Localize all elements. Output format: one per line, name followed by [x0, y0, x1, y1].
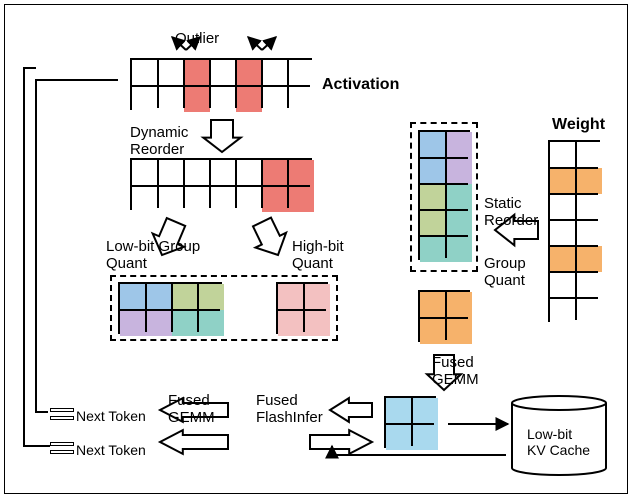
block-arrow-0	[201, 120, 242, 189]
label-fused_gemm_top: Fused GEMM	[432, 354, 479, 389]
cell	[210, 186, 236, 212]
label-fused_flash: Fused FlashInfer	[256, 392, 323, 427]
cell	[550, 142, 576, 168]
cell	[576, 194, 602, 220]
label-kv_cache: Low-bit KV Cache	[527, 426, 590, 458]
cell	[262, 86, 288, 112]
label-dynamic_reorder: Dynamic Reorder	[130, 124, 188, 159]
cell	[576, 168, 602, 194]
polyline-17	[18, 62, 62, 458]
cell	[550, 220, 576, 246]
cell	[132, 60, 158, 86]
cell	[576, 272, 602, 298]
line-arrow-15	[320, 434, 344, 467]
label-fused_gemm_l: Fused GEMM	[168, 392, 215, 427]
cell	[550, 298, 576, 324]
label-highbit_quant: High-bit Quant	[292, 238, 344, 273]
cell	[446, 318, 472, 344]
grid-weight_top	[548, 140, 600, 322]
cell	[288, 186, 314, 212]
cell	[158, 160, 184, 186]
cell	[576, 246, 602, 272]
cell	[576, 220, 602, 246]
cell	[210, 60, 236, 86]
cell	[288, 160, 314, 186]
cell	[132, 86, 158, 112]
label-static_reorder: Static Reorder	[484, 195, 538, 230]
block-arrow-8	[136, 428, 228, 456]
label-next_token1: Next Token	[76, 408, 146, 424]
grid-activation_top	[130, 58, 312, 110]
cell	[184, 86, 210, 112]
grid-weight_group2	[418, 290, 470, 342]
cell	[262, 60, 288, 86]
label-activation: Activation	[322, 76, 399, 94]
dashbox-weight_reorder	[410, 122, 478, 272]
dashbox-lowhigh	[110, 275, 338, 341]
cell	[132, 160, 158, 186]
cell	[550, 194, 576, 220]
label-outlier: Outlier	[175, 30, 219, 47]
cell	[132, 186, 158, 212]
line-arrow-14	[318, 443, 518, 467]
line-arrow-12	[250, 25, 288, 62]
cell	[158, 60, 184, 86]
line-arrow-13	[436, 412, 520, 436]
cell	[550, 272, 576, 298]
cell	[158, 186, 184, 212]
cell	[236, 86, 262, 112]
cell	[446, 292, 472, 318]
cell	[262, 160, 288, 186]
cell	[550, 246, 576, 272]
label-next_token2: Next Token	[76, 442, 146, 458]
cell	[288, 60, 314, 86]
cell	[262, 186, 288, 212]
cell	[576, 298, 602, 324]
cell	[386, 398, 412, 424]
cell	[236, 186, 262, 212]
cell	[288, 86, 314, 112]
cell	[210, 86, 236, 112]
label-group_quant_r: Group Quant	[484, 255, 526, 290]
cell	[420, 292, 446, 318]
cell	[184, 60, 210, 86]
cell	[576, 142, 602, 168]
cell	[236, 60, 262, 86]
label-lowbit_group: Low-bit Group Quant	[106, 238, 200, 273]
cell	[184, 186, 210, 212]
cell	[420, 318, 446, 344]
cell	[550, 168, 576, 194]
label-weight: Weight	[552, 116, 605, 134]
cell	[158, 86, 184, 112]
